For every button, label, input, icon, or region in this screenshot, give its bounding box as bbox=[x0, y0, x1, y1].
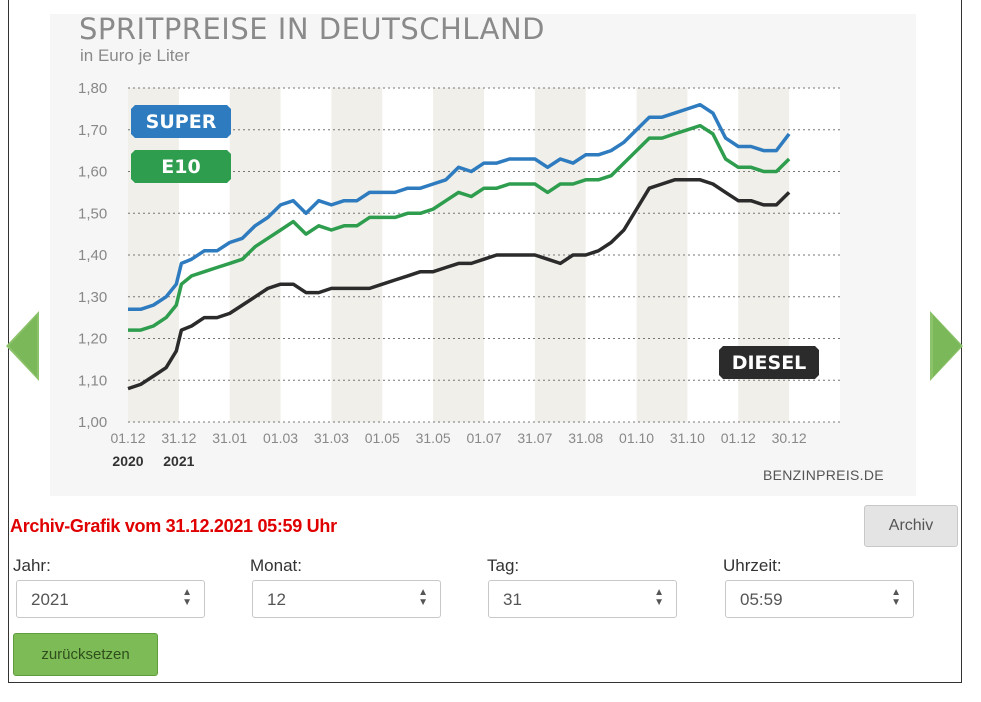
year-value: 2021 bbox=[31, 590, 69, 609]
x-tick-label: 01.05 bbox=[365, 430, 400, 446]
x-tick-label: 31.07 bbox=[517, 430, 552, 446]
legend-badge-diesel bbox=[719, 346, 819, 379]
month-select[interactable]: 12 ▲ ▼ bbox=[252, 580, 441, 618]
x-tick-label: 31.01 bbox=[212, 430, 247, 446]
year-label: Jahr: bbox=[13, 556, 51, 575]
next-arrow-inner bbox=[933, 315, 961, 377]
series-line-e10 bbox=[128, 123, 791, 332]
month-value: 12 bbox=[267, 590, 286, 609]
time-label: Uhrzeit: bbox=[723, 556, 782, 575]
x-tick-label: 31.12 bbox=[161, 430, 196, 446]
x-tick-label: 30.12 bbox=[772, 430, 807, 446]
x-tick-label: 01.12 bbox=[721, 430, 756, 446]
y-tick-label: 1,60 bbox=[78, 164, 107, 181]
legend-badge-label: E10 bbox=[161, 156, 200, 178]
stepper-icon: ▲ ▼ bbox=[654, 587, 664, 608]
x-tick-label: 01.10 bbox=[619, 430, 654, 446]
chart-card: 1,00 1,10 1,20 1,30 1,40 1,50 1,60 1,70 1,80 01.1… bbox=[50, 14, 916, 496]
x-tick-label: 31.05 bbox=[416, 430, 451, 446]
legend-badge-e10 bbox=[131, 150, 231, 183]
day-value: 31 bbox=[503, 590, 522, 609]
reset-button[interactable]: zurücksetzen bbox=[13, 633, 158, 676]
day-select[interactable]: 31 ▲ ▼ bbox=[488, 580, 677, 618]
y-tick-label: 1,30 bbox=[78, 289, 107, 306]
x-tick-label: 01.12 bbox=[110, 430, 145, 446]
legend-badge-super bbox=[131, 105, 231, 138]
series-line-diesel bbox=[127, 178, 791, 391]
stepper-icon: ▲ ▼ bbox=[182, 587, 192, 608]
x-tick-label: 31.10 bbox=[670, 430, 705, 446]
y-tick-label: 1,70 bbox=[78, 122, 107, 139]
chart-title: SPRITPREISE IN DEUTSCHLAND bbox=[79, 12, 545, 46]
archive-button[interactable]: Archiv bbox=[864, 505, 958, 547]
legend-badge-label: DIESEL bbox=[732, 352, 807, 374]
legend-badge-label: SUPER bbox=[146, 111, 217, 133]
archive-heading: Archiv-Grafik vom 31.12.2021 05:59 Uhr bbox=[10, 516, 337, 536]
y-tick-label: 1,50 bbox=[78, 205, 107, 222]
chart-subtitle: in Euro je Liter bbox=[80, 46, 190, 65]
x-tick-label: 01.03 bbox=[263, 430, 298, 446]
y-tick-label: 1,20 bbox=[78, 331, 107, 348]
price-chart: 1,00 1,10 1,20 1,30 1,40 1,50 1,60 1,70 1,80 01.1… bbox=[78, 80, 840, 469]
stepper-icon: ▲ ▼ bbox=[891, 587, 901, 608]
x-tick-label: 31.03 bbox=[314, 430, 349, 446]
y-tick-label: 1,10 bbox=[78, 372, 107, 389]
time-select[interactable]: 05:59 ▲ ▼ bbox=[725, 580, 914, 618]
y-tick-label: 1,40 bbox=[78, 247, 107, 264]
stepper-icon: ▲ ▼ bbox=[418, 587, 428, 608]
y-tick-label: 1,00 bbox=[78, 414, 107, 431]
day-label: Tag: bbox=[487, 556, 520, 575]
x-year-label: 2020 bbox=[112, 453, 143, 469]
month-label: Monat: bbox=[250, 556, 302, 575]
x-year-label: 2021 bbox=[163, 453, 194, 469]
x-tick-label: 01.07 bbox=[466, 430, 501, 446]
chart-source: BENZINPREIS.DE bbox=[763, 467, 884, 483]
shaded-band bbox=[229, 88, 281, 422]
x-tick-label: 31.08 bbox=[568, 430, 603, 446]
year-select[interactable]: 2021 ▲ ▼ bbox=[16, 580, 205, 618]
y-tick-label: 1,80 bbox=[78, 80, 107, 97]
time-value: 05:59 bbox=[740, 590, 783, 609]
previous-arrow-inner bbox=[9, 315, 37, 377]
series-line-super bbox=[128, 102, 791, 312]
